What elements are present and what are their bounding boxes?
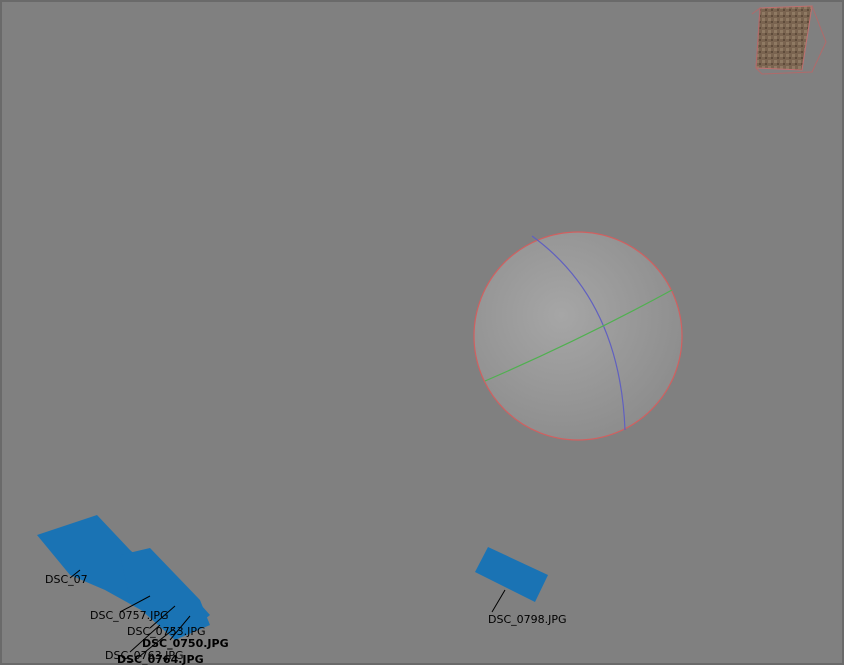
camera-label: DSC_0764.JPG [117, 653, 204, 665]
camera-label: DSC_0763.JPG [105, 649, 184, 662]
camera-labels: DSC_07 DSC_0757.JPG DSC_0753.JPG DSC_075… [45, 573, 567, 665]
model-thumbnail [751, 5, 827, 75]
camera-label: DSC_0753.JPG [127, 625, 206, 638]
camera-label: DSC_07 [45, 573, 88, 586]
camera-planes [37, 515, 548, 640]
rotation-sphere [473, 231, 683, 441]
camera-label: DSC_0798.JPG [488, 613, 567, 626]
camera-label: DSC_0757.JPG [90, 609, 169, 622]
camera-label: DSC_0750.JPG [142, 637, 229, 650]
leader-lines [69, 569, 506, 657]
